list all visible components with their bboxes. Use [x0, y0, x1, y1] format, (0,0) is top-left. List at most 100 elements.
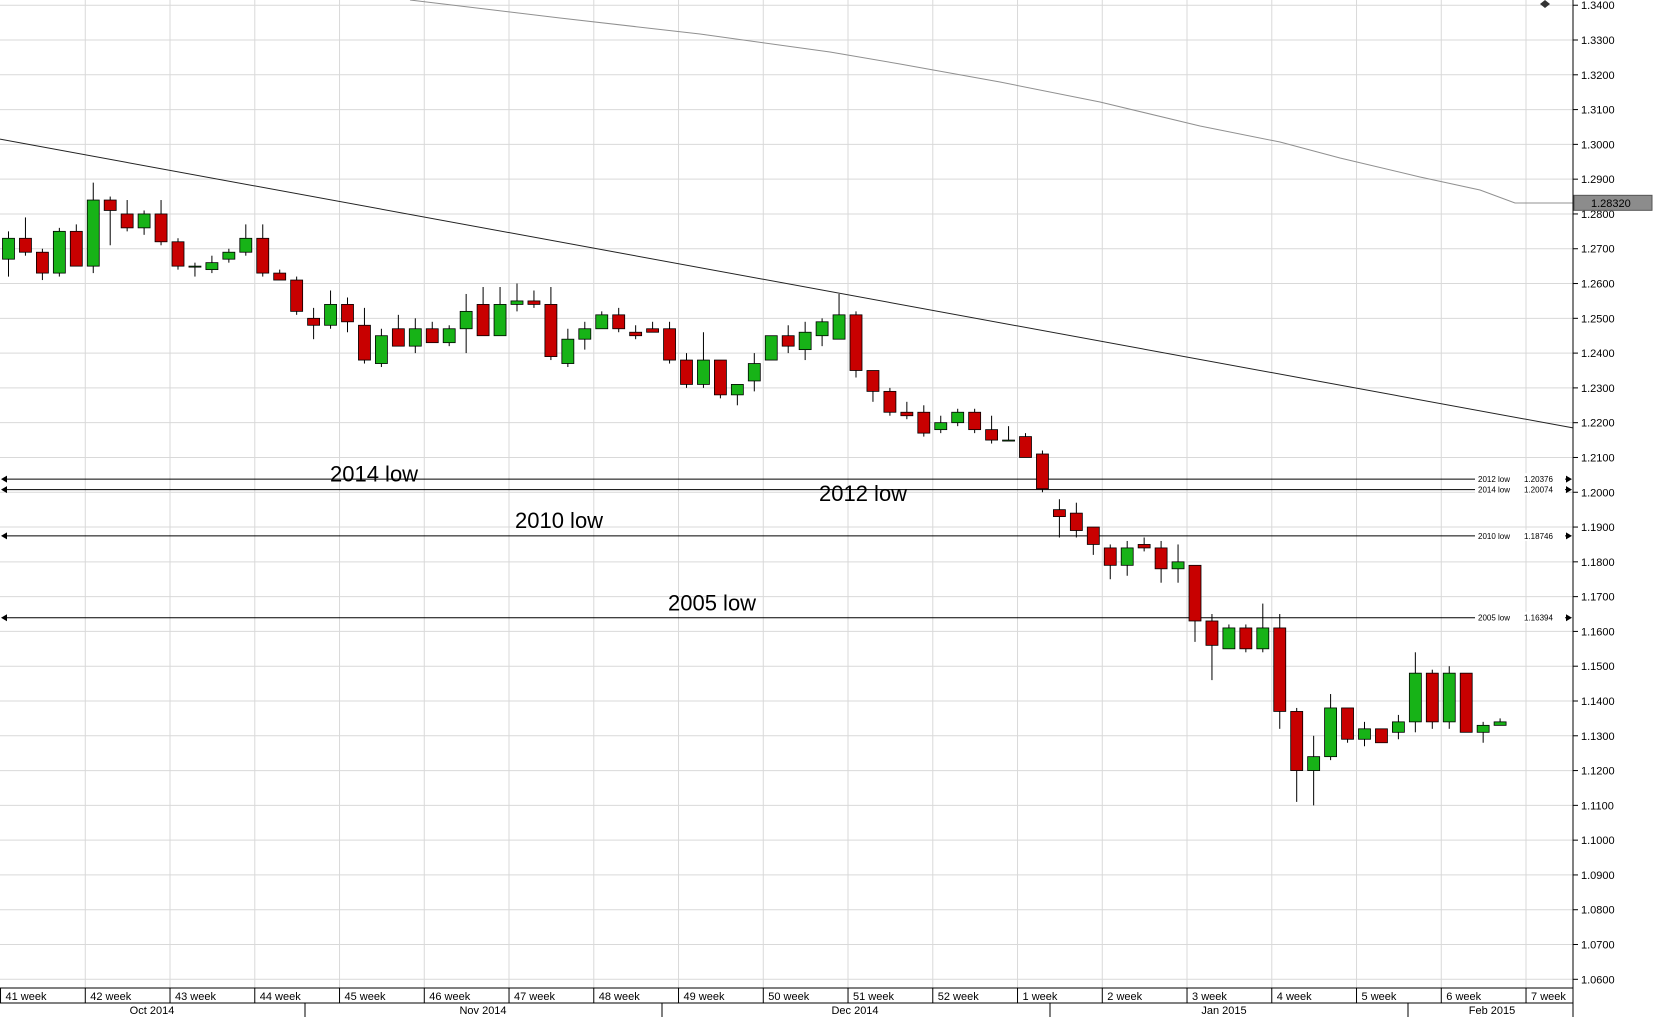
candle — [374, 328, 388, 368]
level-tag-name: 2014 low — [1478, 486, 1510, 495]
price-tick-label: 1.2600 — [1581, 279, 1615, 291]
candle-body-up — [1222, 627, 1236, 650]
candle-body-up — [1171, 561, 1185, 570]
week-label: 47 week — [514, 991, 555, 1003]
price-tick-label: 1.3000 — [1581, 139, 1615, 151]
week-label: 6 week — [1446, 991, 1481, 1003]
level-tag-background — [1475, 611, 1565, 623]
candle — [1442, 666, 1456, 729]
candle-body-down — [1103, 547, 1117, 566]
current-price-tag — [1573, 194, 1653, 211]
level-arrow-left-icon — [1, 475, 7, 483]
candle-body-down — [544, 304, 558, 357]
candle — [86, 182, 100, 274]
candle — [832, 293, 846, 340]
candle — [934, 415, 948, 434]
candle — [1188, 564, 1202, 642]
candle — [307, 307, 321, 340]
candle-body-up — [2, 237, 15, 260]
price-tick-label: 1.1100 — [1581, 800, 1614, 812]
candle — [510, 283, 524, 312]
candle-body-up — [1324, 707, 1337, 758]
level-tag-name: 2012 low — [1478, 475, 1510, 484]
candle — [1408, 652, 1422, 733]
candle-body-up — [205, 262, 219, 271]
candle-body-down — [1154, 547, 1168, 570]
candle — [1069, 502, 1083, 538]
level-tag-value: 1.18746 — [1524, 532, 1553, 541]
candle — [1002, 426, 1015, 442]
candle — [849, 311, 863, 378]
candle-body-up — [934, 422, 948, 431]
candle-body-up — [222, 251, 236, 260]
candle-body-down — [646, 328, 659, 333]
candle — [1205, 614, 1219, 681]
candle — [19, 217, 32, 256]
candle-body-down — [391, 328, 405, 347]
candle-body-down — [103, 199, 117, 211]
candle — [1273, 614, 1287, 729]
candle-body-up — [239, 237, 253, 253]
candle — [714, 359, 727, 399]
level-arrow-right-icon — [1566, 532, 1572, 540]
candle-body-down — [120, 213, 134, 229]
week-label: 50 week — [768, 991, 809, 1003]
price-tick-label: 1.2700 — [1581, 244, 1615, 256]
candle-body-up — [561, 338, 575, 364]
candle — [1019, 433, 1032, 458]
candle — [900, 401, 914, 420]
candle-body-up — [1392, 721, 1405, 733]
top-marker-icon — [1540, 0, 1550, 8]
candle-body-down — [883, 390, 897, 413]
candle — [408, 318, 422, 354]
week-label: 48 week — [599, 991, 640, 1003]
level-tag-name: 2010 low — [1478, 532, 1510, 541]
price-tick-label: 1.2000 — [1581, 487, 1615, 499]
candle — [273, 269, 287, 281]
week-label: 44 week — [260, 991, 301, 1003]
price-tick-label: 1.2100 — [1581, 452, 1615, 464]
candle-body-down — [1053, 509, 1066, 518]
price-tick-label: 1.3200 — [1581, 70, 1615, 82]
candle-body-down — [527, 300, 541, 305]
candle — [1307, 735, 1321, 806]
candle-body-up — [510, 300, 524, 305]
candle — [1239, 624, 1253, 653]
price-tick-label: 1.1000 — [1581, 835, 1615, 847]
candle — [1256, 603, 1270, 653]
week-label: 1 week — [1023, 991, 1058, 1003]
candle-body-down — [1273, 627, 1287, 712]
candle — [629, 325, 643, 340]
candle — [985, 415, 998, 444]
candle-body-down — [307, 317, 321, 326]
price-tick-label: 1.1300 — [1581, 731, 1615, 743]
candle — [1086, 526, 1100, 555]
downtrend-line — [0, 138, 1574, 429]
candle — [697, 332, 710, 388]
price-tick-label: 1.1900 — [1581, 522, 1615, 534]
candles — [2, 182, 1507, 806]
candle — [1358, 721, 1371, 747]
support-levels: 2014 low 1.20074 2014 low 2012 low 1.20376 20… — [1, 462, 1572, 623]
candle-body-up — [1408, 672, 1422, 723]
candle — [391, 314, 405, 347]
candle-body-down — [1019, 436, 1032, 458]
price-tick-label: 1.2800 — [1581, 209, 1615, 221]
candle — [290, 276, 304, 315]
candle-body-up — [578, 328, 592, 340]
candle — [171, 238, 185, 270]
candle — [69, 224, 83, 267]
candle — [222, 248, 236, 263]
candle-body-up — [832, 314, 846, 340]
week-label: 41 week — [6, 991, 47, 1003]
candle-body-up — [798, 331, 812, 351]
level-annotation: 2012 low — [819, 481, 907, 506]
candle — [764, 335, 778, 361]
candle-body-down — [69, 230, 83, 267]
candle — [103, 196, 117, 246]
candle — [1375, 728, 1388, 744]
candle — [866, 370, 880, 402]
candle-body-down — [663, 328, 676, 361]
candle-body-up — [1358, 728, 1371, 740]
candle-body-down — [849, 314, 863, 371]
